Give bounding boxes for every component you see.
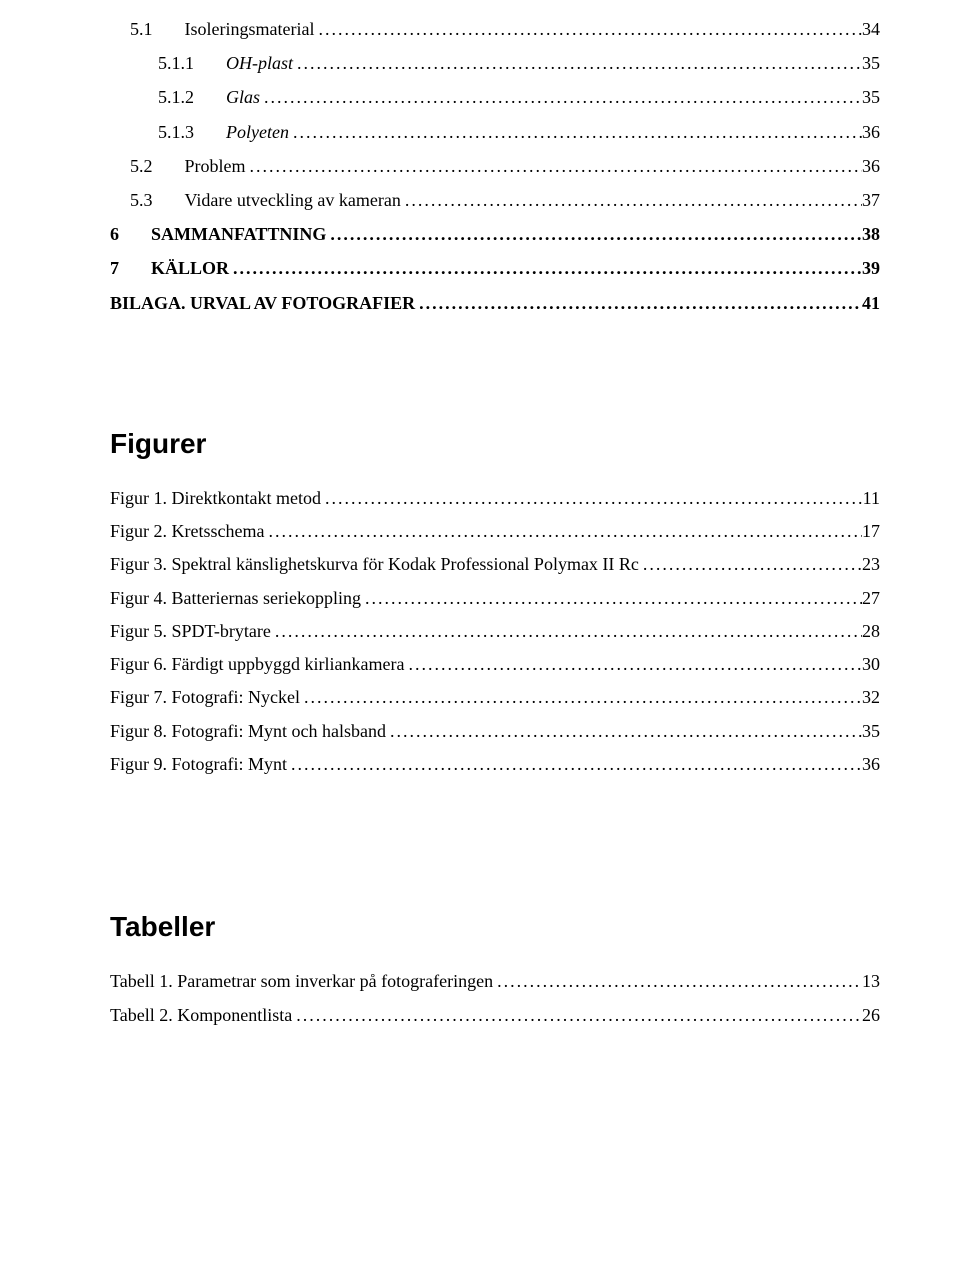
figure-entry: Figur 7. Fotografi: Nyckel 32 xyxy=(110,681,880,714)
figure-page: 27 xyxy=(862,582,880,615)
dot-leaders xyxy=(260,80,862,114)
toc-label: KÄLLOR xyxy=(151,251,229,285)
dot-leaders xyxy=(292,999,862,1032)
toc-label: OH-plast xyxy=(226,46,293,80)
figures-heading: Figurer xyxy=(110,428,880,460)
figure-page: 35 xyxy=(862,715,880,748)
table-label: Tabell 2. Komponentlista xyxy=(110,999,292,1032)
figure-label: Figur 8. Fotografi: Mynt och halsband xyxy=(110,715,386,748)
figure-page: 32 xyxy=(862,681,880,714)
toc-number: 5.1.2 xyxy=(158,80,226,114)
figure-page: 30 xyxy=(862,648,880,681)
dot-leaders xyxy=(361,582,862,615)
tables-section: Tabeller Tabell 1. Parametrar som inverk… xyxy=(110,911,880,1032)
toc-section: 5.1 Isoleringsmaterial 34 5.1.1 OH-plast… xyxy=(110,12,880,320)
dot-leaders xyxy=(493,965,862,998)
toc-label: BILAGA. URVAL AV FOTOGRAFIER xyxy=(110,286,415,320)
figure-label: Figur 1. Direktkontakt metod xyxy=(110,482,321,515)
table-page: 13 xyxy=(862,965,880,998)
toc-entry: BILAGA. URVAL AV FOTOGRAFIER 41 xyxy=(110,286,880,320)
table-label: Tabell 1. Parametrar som inverkar på fot… xyxy=(110,965,493,998)
figure-entry: Figur 3. Spektral känslighetskurva för K… xyxy=(110,548,880,581)
toc-number: 5.3 xyxy=(130,183,185,217)
toc-entry: 5.2 Problem 36 xyxy=(110,149,880,183)
figure-entry: Figur 8. Fotografi: Mynt och halsband 35 xyxy=(110,715,880,748)
dot-leaders xyxy=(246,149,863,183)
toc-label: Polyeten xyxy=(226,115,289,149)
figure-label: Figur 4. Batteriernas seriekoppling xyxy=(110,582,361,615)
toc-number: 5.1.1 xyxy=(158,46,226,80)
toc-number: 5.1.3 xyxy=(158,115,226,149)
toc-entry: 5.1.3 Polyeten 36 xyxy=(110,115,880,149)
toc-label: SAMMANFATTNING xyxy=(151,217,326,251)
toc-page: 36 xyxy=(862,115,880,149)
toc-page: 39 xyxy=(862,251,880,285)
table-entry: Tabell 1. Parametrar som inverkar på fot… xyxy=(110,965,880,998)
figure-entry: Figur 2. Kretsschema 17 xyxy=(110,515,880,548)
figures-section: Figurer Figur 1. Direktkontakt metod 11 … xyxy=(110,428,880,782)
figure-label: Figur 9. Fotografi: Mynt xyxy=(110,748,287,781)
dot-leaders xyxy=(289,115,862,149)
figure-page: 23 xyxy=(862,548,880,581)
figure-page: 11 xyxy=(863,482,880,515)
dot-leaders xyxy=(401,183,862,217)
figure-label: Figur 2. Kretsschema xyxy=(110,515,264,548)
figure-label: Figur 5. SPDT-brytare xyxy=(110,615,271,648)
toc-label: Problem xyxy=(185,149,246,183)
toc-label: Isoleringsmaterial xyxy=(185,12,315,46)
figure-label: Figur 3. Spektral känslighetskurva för K… xyxy=(110,548,639,581)
document-page: 5.1 Isoleringsmaterial 34 5.1.1 OH-plast… xyxy=(0,0,960,1032)
toc-entry: 7 KÄLLOR 39 xyxy=(110,251,880,285)
dot-leaders xyxy=(300,681,862,714)
toc-label: Glas xyxy=(226,80,260,114)
table-entry: Tabell 2. Komponentlista 26 xyxy=(110,999,880,1032)
toc-number: 5.2 xyxy=(130,149,185,183)
tables-heading: Tabeller xyxy=(110,911,880,943)
figure-entry: Figur 5. SPDT-brytare 28 xyxy=(110,615,880,648)
figure-entry: Figur 6. Färdigt uppbyggd kirliankamera … xyxy=(110,648,880,681)
figure-entry: Figur 1. Direktkontakt metod 11 xyxy=(110,482,880,515)
toc-entry: 5.3 Vidare utveckling av kameran 37 xyxy=(110,183,880,217)
dot-leaders xyxy=(314,12,862,46)
dot-leaders xyxy=(415,286,862,320)
toc-entry: 5.1.2 Glas 35 xyxy=(110,80,880,114)
figure-page: 36 xyxy=(862,748,880,781)
figure-label: Figur 6. Färdigt uppbyggd kirliankamera xyxy=(110,648,404,681)
toc-page: 35 xyxy=(862,46,880,80)
dot-leaders xyxy=(264,515,862,548)
dot-leaders xyxy=(287,748,862,781)
dot-leaders xyxy=(404,648,862,681)
toc-entry: 6 SAMMANFATTNING 38 xyxy=(110,217,880,251)
dot-leaders xyxy=(293,46,862,80)
table-page: 26 xyxy=(862,999,880,1032)
toc-page: 37 xyxy=(862,183,880,217)
dot-leaders xyxy=(271,615,862,648)
toc-number: 7 xyxy=(110,251,151,285)
dot-leaders xyxy=(326,217,862,251)
toc-entry: 5.1 Isoleringsmaterial 34 xyxy=(110,12,880,46)
figure-entry: Figur 9. Fotografi: Mynt 36 xyxy=(110,748,880,781)
toc-label: Vidare utveckling av kameran xyxy=(185,183,401,217)
figure-label: Figur 7. Fotografi: Nyckel xyxy=(110,681,300,714)
dot-leaders xyxy=(321,482,863,515)
figure-page: 17 xyxy=(862,515,880,548)
dot-leaders xyxy=(229,251,862,285)
toc-page: 41 xyxy=(862,286,880,320)
figure-entry: Figur 4. Batteriernas seriekoppling 27 xyxy=(110,582,880,615)
toc-entry: 5.1.1 OH-plast 35 xyxy=(110,46,880,80)
toc-page: 35 xyxy=(862,80,880,114)
dot-leaders xyxy=(639,548,862,581)
toc-page: 38 xyxy=(862,217,880,251)
toc-page: 34 xyxy=(862,12,880,46)
dot-leaders xyxy=(386,715,862,748)
toc-number: 5.1 xyxy=(130,12,185,46)
toc-number: 6 xyxy=(110,217,151,251)
toc-page: 36 xyxy=(862,149,880,183)
figure-page: 28 xyxy=(862,615,880,648)
